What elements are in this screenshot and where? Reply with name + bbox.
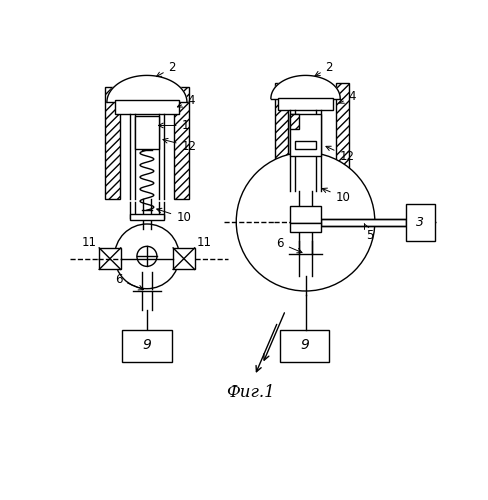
- Text: 2: 2: [157, 61, 176, 76]
- Bar: [280, 330, 329, 362]
- Circle shape: [137, 246, 157, 266]
- Circle shape: [236, 152, 375, 291]
- Polygon shape: [107, 76, 187, 102]
- Bar: [115, 100, 179, 114]
- Text: 11: 11: [197, 236, 212, 249]
- Bar: [290, 114, 321, 156]
- Bar: [135, 116, 159, 148]
- Bar: [99, 248, 121, 270]
- Bar: [130, 214, 164, 220]
- Circle shape: [115, 224, 179, 288]
- Bar: [290, 206, 321, 223]
- Text: 5: 5: [364, 224, 374, 242]
- Text: 4: 4: [177, 94, 194, 108]
- Text: 9: 9: [142, 338, 151, 352]
- Bar: [321, 220, 406, 226]
- Bar: [278, 98, 333, 110]
- Text: 3: 3: [416, 216, 424, 229]
- Bar: [104, 87, 120, 198]
- Text: 10: 10: [157, 208, 191, 224]
- Bar: [336, 83, 348, 191]
- Text: 10: 10: [322, 188, 350, 204]
- Bar: [295, 141, 316, 148]
- Text: 4: 4: [339, 90, 356, 104]
- Text: 12: 12: [163, 138, 197, 152]
- Bar: [290, 114, 299, 130]
- Text: 6: 6: [277, 237, 302, 253]
- Text: 2: 2: [315, 61, 333, 76]
- Bar: [275, 83, 288, 191]
- Bar: [290, 223, 321, 232]
- Bar: [174, 87, 189, 198]
- Text: 9: 9: [300, 338, 309, 352]
- Text: 1: 1: [159, 119, 189, 132]
- Bar: [173, 248, 195, 270]
- Bar: [122, 330, 172, 362]
- Text: 11: 11: [81, 236, 97, 249]
- Text: 12: 12: [326, 146, 354, 163]
- Bar: [406, 204, 435, 241]
- Text: 6: 6: [115, 273, 143, 290]
- Text: Фиг.1: Фиг.1: [226, 384, 274, 401]
- Polygon shape: [271, 76, 340, 98]
